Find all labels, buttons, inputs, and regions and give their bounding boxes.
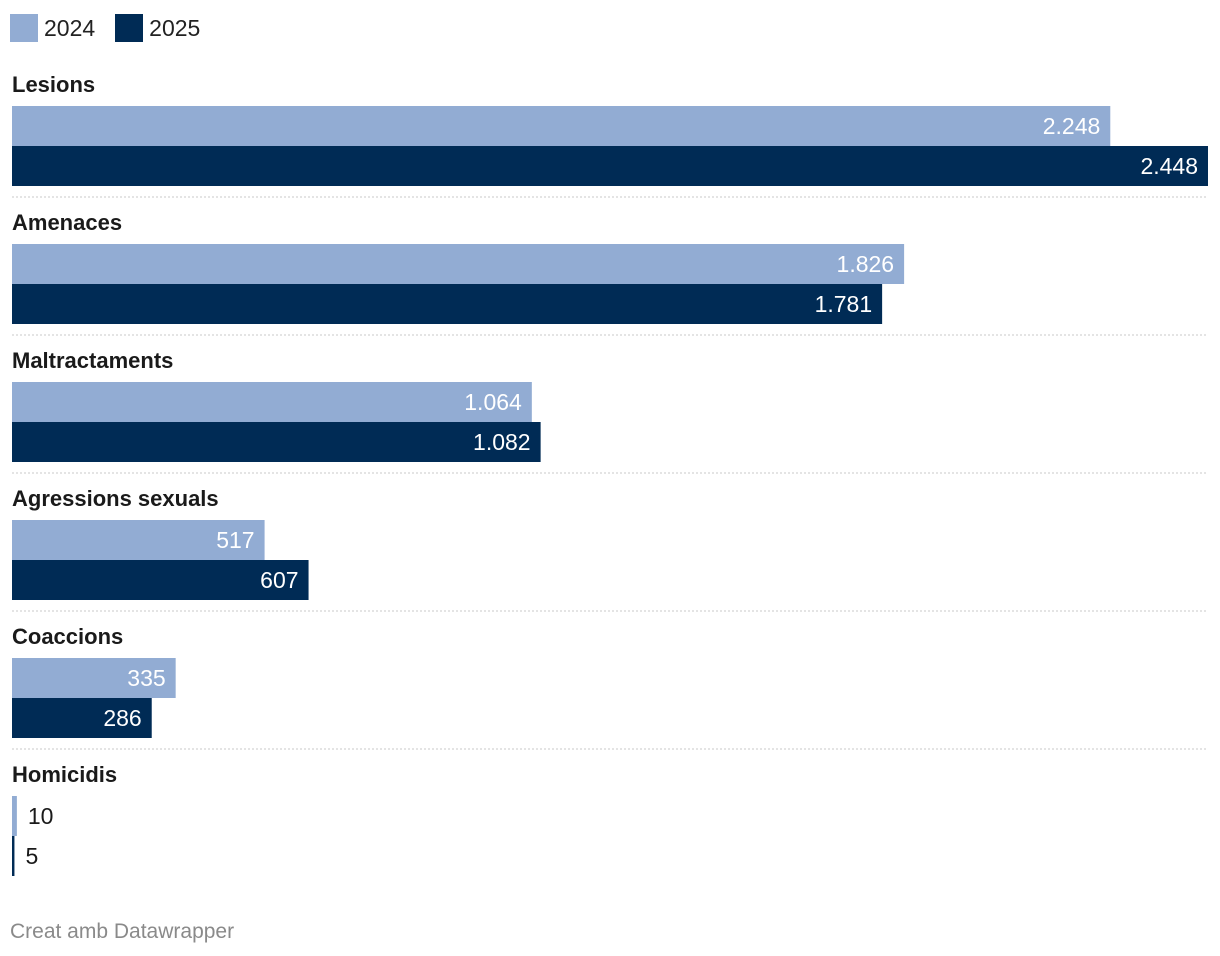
bar-2025 [12, 698, 152, 738]
category-label: Maltractaments [12, 348, 173, 373]
legend-swatch-2025 [115, 14, 144, 42]
data-label: 2.448 [1140, 153, 1198, 179]
bar-2025 [12, 422, 541, 462]
bar-2025 [12, 836, 15, 876]
footer-credit: Creat amb Datawrapper [10, 920, 235, 943]
bar-2025 [12, 284, 883, 324]
data-label: 335 [127, 665, 165, 691]
legend-label-2024: 2024 [44, 14, 96, 41]
category-label: Homicidis [12, 762, 117, 787]
data-label: 10 [28, 803, 54, 829]
data-label: 1.064 [464, 389, 522, 415]
category-label: Lesions [12, 72, 95, 97]
legend-item-2024: 2024 [10, 14, 95, 42]
bar-2024 [12, 796, 17, 836]
category-label: Amenaces [12, 210, 122, 235]
bar-2024 [12, 382, 532, 422]
data-label: 2.248 [1043, 113, 1101, 139]
data-label: 607 [260, 567, 298, 593]
data-label: 1.826 [837, 251, 895, 277]
legend: 2024 2025 [10, 14, 220, 42]
bar-2025 [12, 560, 309, 600]
bar-2024 [12, 244, 905, 284]
bar-2024 [12, 520, 265, 560]
legend-label-2025: 2025 [149, 14, 201, 41]
data-label: 517 [216, 527, 254, 553]
data-label: 286 [103, 705, 141, 731]
data-label: 1.781 [815, 291, 873, 317]
bar-2024 [12, 106, 1111, 146]
data-label: 5 [25, 843, 38, 869]
category-label: Agressions sexuals [12, 486, 219, 511]
bar-2025 [12, 146, 1208, 186]
legend-swatch-2024 [10, 14, 38, 42]
legend-item-2025: 2025 [115, 14, 200, 42]
category-label: Coaccions [12, 624, 123, 649]
bar-2024 [12, 658, 176, 698]
data-label: 1.082 [473, 429, 531, 455]
bar-chart: Lesions 2.248 2.448 Amenaces 1.826 1.781 Maltr… [12, 72, 1208, 876]
